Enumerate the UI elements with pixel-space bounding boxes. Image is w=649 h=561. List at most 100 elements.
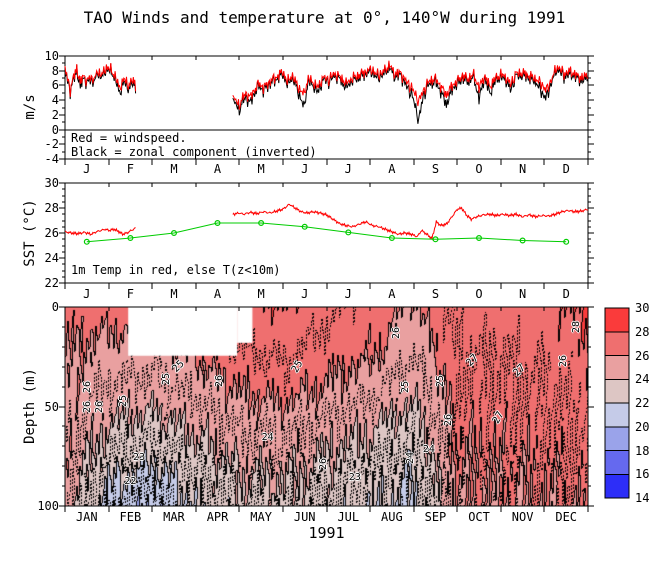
month-letter-label: F: [126, 162, 134, 176]
contour-level-label: 25: [161, 372, 173, 385]
contour-level-label: 24: [405, 452, 417, 465]
month-abbr-label: DEC: [555, 510, 578, 524]
month-abbr-label: MAY: [250, 510, 272, 524]
month-abbr-label: NOV: [511, 510, 534, 524]
month-letter-label: A: [388, 287, 396, 301]
month-letter-label: J: [301, 287, 309, 301]
month-abbr-label: JAN: [75, 510, 98, 524]
colorbar-band: [604, 331, 630, 356]
green-month-marker: [345, 229, 352, 236]
month-letter-label: A: [213, 287, 222, 301]
month-letter-label: M: [257, 162, 265, 176]
y-tick-label: 10: [44, 49, 59, 63]
colorbar-tick-label: 26: [635, 348, 649, 363]
y-tick-label: 30: [44, 176, 59, 190]
y-tick-label: 28: [44, 201, 59, 215]
y-tick-label: 22: [44, 276, 59, 290]
month-letter-label: M: [257, 287, 265, 301]
month-letter-label: O: [475, 287, 483, 301]
month-letter-label: D: [562, 287, 570, 301]
contour-level-label: 26: [442, 414, 454, 427]
y-tick-label: 0: [51, 123, 59, 137]
colorbar-band: [604, 355, 630, 380]
month-abbr-label: AUG: [381, 510, 403, 524]
green-month-marker: [171, 230, 178, 237]
month-letter-label: J: [301, 162, 309, 176]
contour-level-label: 26: [558, 354, 570, 367]
y-tick-label: -2: [44, 137, 59, 151]
colorbar-band: [604, 378, 630, 404]
colorbar-band: [604, 307, 630, 333]
colorbar-tick-label: 28: [635, 324, 649, 339]
month-abbr-label: JUN: [293, 510, 316, 524]
y-tick-label: 26: [44, 226, 59, 240]
month-letter-label: M: [170, 287, 178, 301]
contour-level-label: 26: [318, 458, 330, 471]
y-tick-label: -4: [44, 152, 59, 166]
y-tick-label: 8: [51, 64, 59, 78]
colorbar-tick-label: 30: [635, 301, 649, 315]
contour-level-label: 26: [81, 380, 93, 393]
y-tick-label: 4: [51, 93, 59, 107]
month-letter-label: O: [475, 162, 483, 176]
green-month-marker: [258, 220, 265, 227]
colorbar-tick-label: 16: [635, 467, 649, 482]
green-month-marker: [214, 220, 221, 227]
month-letter-label: J: [83, 287, 91, 301]
contour-level-label: 25: [435, 374, 447, 387]
colorbar-tick-label: 18: [635, 443, 649, 458]
contour-level-label: 26: [93, 400, 105, 413]
month-letter-label: D: [562, 162, 570, 176]
contour-level-label: 26: [391, 326, 403, 339]
colorbar-tick-label: 22: [635, 396, 649, 410]
month-abbr-label: SEP: [424, 510, 447, 524]
contour-level-label: 26: [213, 374, 225, 387]
green-month-marker: [476, 235, 483, 242]
y-tick-label: 2: [51, 108, 59, 122]
month-letter-label: M: [170, 162, 178, 176]
colorbar-tick-label: 20: [635, 419, 649, 434]
month-abbr-label: JUL: [337, 510, 360, 524]
month-letter-label: J: [344, 287, 352, 301]
green-month-marker: [519, 237, 526, 244]
green-month-marker: [432, 236, 439, 243]
contour-level-label: 23: [348, 472, 361, 484]
month-letter-label: F: [126, 287, 134, 301]
month-abbr-label: FEB: [119, 510, 142, 524]
wind-legend-line-1: Red = windspeed.: [71, 131, 187, 145]
colorbar-band: [604, 402, 630, 428]
colorbar-band: [604, 426, 630, 451]
month-letter-label: J: [83, 162, 91, 176]
green-month-marker: [301, 223, 308, 230]
temperature-contour-plot: [65, 307, 588, 506]
contour-level-label: 22: [124, 476, 137, 488]
month-letter-label: A: [388, 162, 396, 176]
sst-note: 1m Temp in red, else T(z<10m): [71, 263, 281, 277]
page-title: TAO Winds and temperature at 0°, 140°W d…: [83, 8, 566, 27]
month-letter-label: S: [431, 162, 440, 176]
colorbar-band: [604, 473, 630, 499]
green-month-marker: [83, 238, 90, 245]
x-axis-year-label: 1991: [308, 524, 345, 542]
y-tick-label: 100: [37, 499, 59, 513]
month-abbr-label: MAR: [163, 510, 185, 524]
month-letter-label: S: [431, 287, 440, 301]
green-month-marker: [388, 235, 395, 242]
y-tick-label: 6: [51, 78, 59, 92]
month-letter-label: A: [213, 162, 222, 176]
colorbar-tick-label: 24: [635, 372, 649, 387]
month-letter-label: N: [519, 287, 527, 301]
contour-level-label: 23: [133, 452, 146, 464]
green-month-marker: [563, 238, 570, 245]
month-abbr-label: OCT: [468, 510, 490, 524]
contour-level-label: 26: [81, 400, 93, 413]
y-tick-label: 24: [44, 251, 59, 265]
green-month-marker: [127, 235, 134, 242]
y-tick-label: 50: [44, 400, 59, 414]
wind-legend-line-2: Black = zonal component (inverted): [71, 145, 317, 159]
month-letter-label: N: [519, 162, 527, 176]
colorbar-tick-label: 14: [635, 491, 649, 505]
contour-level-label: 25: [400, 380, 412, 393]
